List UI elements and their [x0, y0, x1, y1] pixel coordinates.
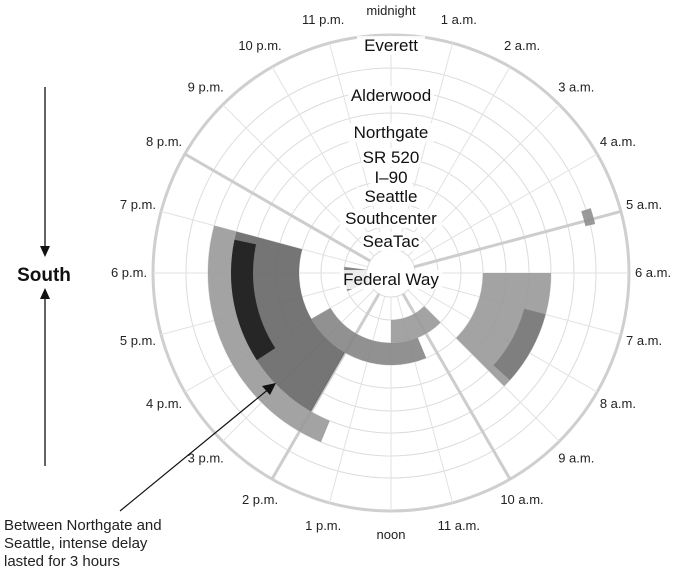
location-label: Seattle: [365, 187, 418, 206]
location-label: Alderwood: [351, 86, 431, 105]
hour-spoke: [328, 296, 386, 504]
direction-arrowhead-up: [40, 288, 50, 299]
congestion-cell: [581, 208, 596, 227]
location-label: Everett: [364, 36, 418, 55]
hour-label: 4 p.m.: [146, 396, 182, 411]
congestion-cell: [456, 273, 551, 387]
location-label: I–90: [374, 168, 407, 187]
hour-label: 5 p.m.: [120, 333, 156, 348]
hour-label: 1 p.m.: [305, 518, 341, 533]
hour-label: 7 p.m.: [120, 197, 156, 212]
annotation-line: Seattle, intense delay: [4, 535, 148, 552]
annotation-arrowhead: [262, 383, 276, 395]
annotation: Between Northgate and Seattle, intense de…: [4, 383, 276, 570]
hour-label: 3 a.m.: [558, 80, 594, 95]
hour-label: 2 a.m.: [504, 38, 540, 53]
hour-label: 2 p.m.: [242, 492, 278, 507]
hour-spoke: [407, 104, 560, 257]
hour-label: 10 p.m.: [238, 38, 281, 53]
annotation-line: Between Northgate and: [4, 517, 162, 534]
location-label-bg: [339, 270, 443, 289]
congestion-cell: [391, 306, 441, 343]
hour-label: 6 p.m.: [111, 265, 147, 280]
congestion-cell: [493, 308, 546, 381]
annotation-line: lasted for 3 hours: [4, 553, 120, 570]
hour-spoke: [222, 104, 375, 257]
annotation-arrow-line: [119, 387, 271, 512]
congestion-cells: [208, 208, 596, 443]
hour-spoke: [270, 293, 381, 480]
hour-label: midnight: [366, 3, 416, 18]
location-label: Northgate: [354, 123, 429, 142]
hour-label: 8 a.m.: [600, 396, 636, 411]
hour-label: 7 a.m.: [626, 333, 662, 348]
hour-label: 4 a.m.: [600, 134, 636, 149]
hour-label: noon: [377, 527, 406, 542]
direction-indicator: South: [17, 87, 71, 466]
congestion-cell: [231, 239, 276, 361]
hour-spoke: [411, 153, 598, 262]
location-labels: Everett Alderwood Northgate SR 520I–90Seatt…: [339, 36, 443, 289]
location-label: SR 520: [363, 148, 420, 167]
hour-spoke: [160, 210, 368, 268]
hour-label: 6 a.m.: [635, 265, 671, 280]
hour-label: 5 a.m.: [626, 197, 662, 212]
hour-label: 9 p.m.: [188, 80, 224, 95]
congestion-cell: [231, 231, 345, 412]
location-label-bg: [361, 148, 421, 167]
location-label: SeaTac: [363, 232, 420, 251]
hour-label: 8 p.m.: [146, 134, 182, 149]
location-label-bg: [339, 209, 443, 228]
hour-label: 3 p.m.: [188, 450, 224, 465]
direction-label: South: [17, 265, 71, 286]
hour-label: 11 p.m.: [302, 12, 344, 27]
hour-label: 10 a.m.: [500, 492, 543, 507]
location-label-bg: [369, 168, 413, 187]
congestion-cell: [208, 225, 330, 443]
hour-labels: midnight 1 a.m. 2 a.m. 3 a.m. 4 a.m. 5 a.m. 6 …: [111, 3, 671, 542]
annotation-text: Between Northgate and Seattle, intense de…: [4, 517, 162, 570]
location-label-bg: [348, 123, 434, 142]
location-label-bg: [356, 187, 426, 206]
congestion-cell: [311, 308, 427, 365]
hour-spoke: [184, 152, 371, 263]
location-label-bg: [361, 232, 421, 251]
hour-label: 11 a.m.: [438, 518, 480, 533]
location-label-bg: [348, 86, 434, 105]
hour-label: 1 a.m.: [441, 12, 477, 27]
location-label: Federal Way: [343, 270, 439, 289]
direction-arrowhead-down: [40, 246, 50, 257]
location-label-bg: [356, 36, 426, 55]
hour-label: 9 a.m.: [558, 450, 594, 465]
location-label: Southcenter: [345, 209, 437, 228]
